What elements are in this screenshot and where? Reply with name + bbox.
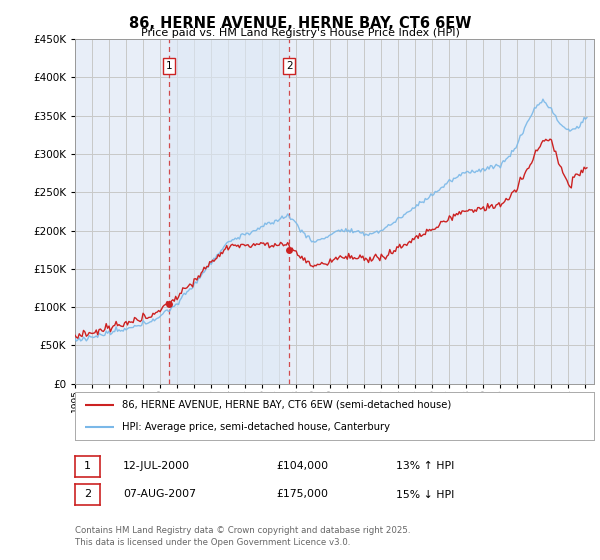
Text: Contains HM Land Registry data © Crown copyright and database right 2025.
This d: Contains HM Land Registry data © Crown c…	[75, 526, 410, 547]
Text: £175,000: £175,000	[276, 489, 328, 500]
Text: HPI: Average price, semi-detached house, Canterbury: HPI: Average price, semi-detached house,…	[122, 422, 390, 432]
Text: 15% ↓ HPI: 15% ↓ HPI	[396, 489, 454, 500]
Bar	[169, 39, 289, 384]
Text: 86, HERNE AVENUE, HERNE BAY, CT6 6EW (semi-detached house): 86, HERNE AVENUE, HERNE BAY, CT6 6EW (se…	[122, 400, 451, 410]
Text: 07-AUG-2007: 07-AUG-2007	[123, 489, 196, 500]
Text: 86, HERNE AVENUE, HERNE BAY, CT6 6EW: 86, HERNE AVENUE, HERNE BAY, CT6 6EW	[129, 16, 471, 31]
Text: 2: 2	[286, 61, 293, 71]
Text: 13% ↑ HPI: 13% ↑ HPI	[396, 461, 454, 472]
Text: £104,000: £104,000	[276, 461, 328, 472]
Text: Price paid vs. HM Land Registry's House Price Index (HPI): Price paid vs. HM Land Registry's House …	[140, 28, 460, 38]
Text: 12-JUL-2000: 12-JUL-2000	[123, 461, 190, 472]
Text: 1: 1	[166, 61, 173, 71]
Text: 1: 1	[84, 461, 91, 472]
Text: 2: 2	[84, 489, 91, 500]
